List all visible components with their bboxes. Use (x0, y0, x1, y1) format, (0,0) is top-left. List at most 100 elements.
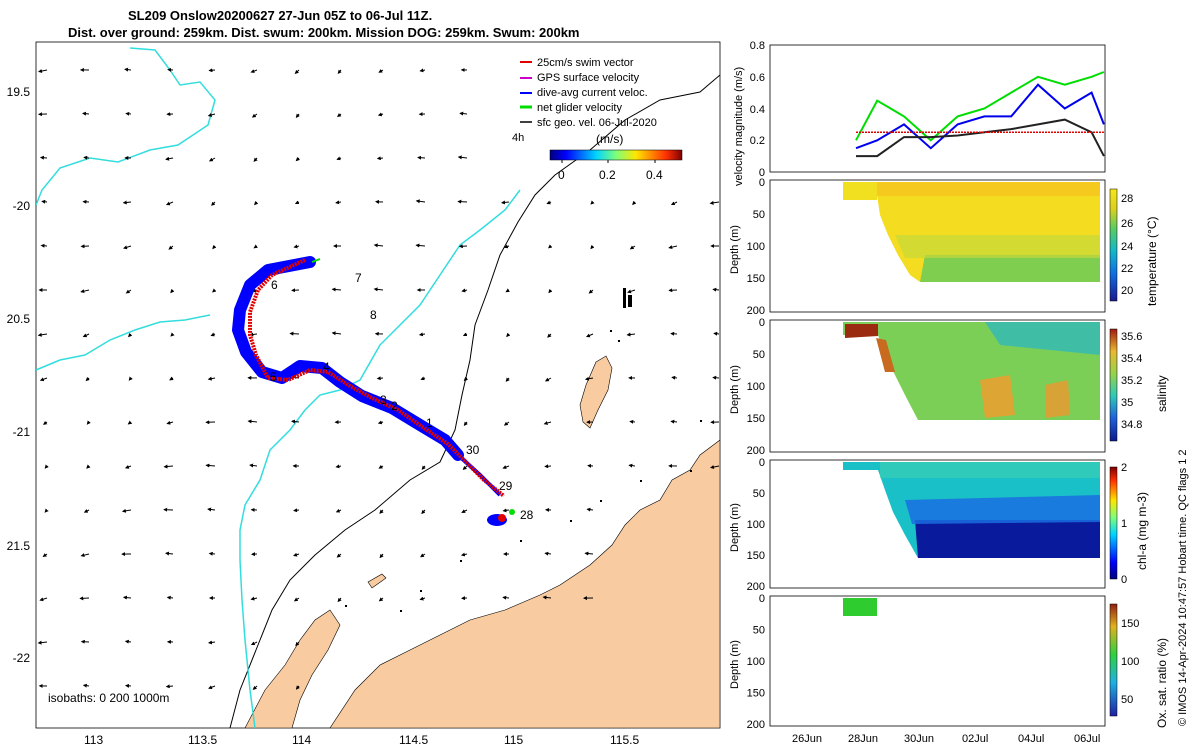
colorbar-tick: 0 (558, 168, 565, 182)
velocity-arrow (421, 509, 426, 515)
depth-tick: 150 (747, 550, 765, 562)
velocity-arrow (377, 420, 384, 425)
velocity-arrow (463, 421, 468, 426)
scale-label: 4h (512, 132, 524, 144)
velocity-arrow (668, 245, 678, 250)
map-y-tick: -20 (13, 199, 31, 213)
velocity-arrow (584, 551, 594, 556)
salinity-cb-ticks: 34.8 35 35.2 35.4 35.6 (1121, 331, 1142, 431)
velocity-arrow (463, 376, 468, 382)
velocity-arrow (82, 111, 90, 116)
time-x-tick: 26Jun (792, 733, 822, 745)
map-y-tick: 21.5 (7, 539, 31, 553)
temperature-panel: 20 22 24 26 28 temperature (°C) (769, 179, 1159, 313)
velocity-arrow (289, 331, 300, 336)
legend-label: dive-avg current veloc. (537, 87, 648, 99)
velocity-arrow (210, 332, 216, 337)
velocity-arrow (208, 68, 216, 73)
velocity-series (855, 71, 1105, 158)
velocity-arrow (418, 332, 426, 337)
velocity-arrow (584, 376, 594, 381)
temperature-mid-band (895, 235, 1100, 258)
cb-tick: 24 (1121, 241, 1133, 253)
velocity-arrow (170, 332, 175, 337)
velocity-arrow (254, 200, 259, 206)
velocity-arrow (205, 463, 216, 468)
isobaths-label: isobaths: 0 200 1000m (48, 691, 169, 705)
map-y-ticks: 19.5 -20 20.5 -21 21.5 -22 (7, 85, 31, 665)
velocity-arrow (419, 596, 426, 601)
velocity-arrow (253, 244, 258, 249)
velocity-arrow (165, 201, 174, 206)
map-x-tick: 114.5 (399, 733, 428, 747)
velocity-arrow (250, 69, 258, 73)
velocity-arrow (420, 553, 426, 558)
figure-title-line1: SL209 Onslow20200627 27-Jun 05Z to 06-Ju… (128, 8, 433, 23)
velocity-arrow (41, 199, 48, 204)
cb-tick: 22 (1121, 263, 1133, 275)
salinity-salty-shelf (845, 324, 878, 338)
cb-tick: 35 (1121, 397, 1133, 409)
map-y-tick: 20.5 (7, 312, 31, 326)
velocity-arrow (544, 377, 552, 382)
depth-tick: 0 (759, 177, 765, 189)
velocity-arrow (125, 289, 132, 294)
velocity-arrow (291, 419, 300, 424)
velocity-arrow (207, 112, 216, 117)
salinity-colorbar (1109, 328, 1118, 442)
chla-panel: 0 1 2 chl-a (mg m-3) (769, 459, 1149, 589)
velocity-arrow (251, 113, 258, 118)
time-x-tick: 28Jun (848, 733, 878, 745)
velocity-series-line (855, 83, 1105, 150)
velocity-arrow (712, 287, 720, 292)
depth-tick: 150 (747, 413, 765, 425)
velocity-arrow (503, 421, 510, 426)
land-small-island (367, 573, 387, 589)
velocity-arrow (502, 595, 510, 600)
velocity-arrow (415, 243, 426, 248)
day-label: 8 (370, 308, 377, 322)
velocity-arrow (122, 595, 132, 600)
isobath-1000m-c (36, 314, 211, 371)
time-x-tick: 30Jun (904, 733, 934, 745)
velocity-arrow (42, 420, 48, 425)
cb-tick: 34.8 (1121, 419, 1142, 431)
depth-tick: 150 (747, 688, 765, 700)
velocity-arrow (37, 332, 48, 337)
cb-tick: 35.4 (1121, 353, 1142, 365)
velocity-arrow (461, 288, 468, 293)
cb-tick: 50 (1121, 694, 1133, 706)
velocity-arrow (543, 421, 552, 425)
velocity-arrow (457, 155, 468, 160)
velocity-arrow (293, 508, 300, 513)
colorbar-tick: 0.2 (599, 168, 616, 182)
velocity-arrow (211, 201, 216, 206)
velocity-panel: 0 0.2 0.4 0.6 0.8 velocity magnitude (m/… (733, 40, 1106, 186)
velocity-arrow (166, 595, 174, 600)
net-glider-track (311, 258, 321, 263)
velocity-arrow (293, 552, 300, 557)
velocity-arrow (420, 376, 426, 381)
chla-colorbar (1109, 466, 1118, 580)
depth-tick: 0 (759, 593, 765, 605)
depth-tick: 200 (747, 305, 765, 317)
velocity-arrow (335, 508, 342, 513)
time-x-ticks: 26Jun 28Jun 30Jun 02Jul 04Jul 06Jul (792, 733, 1100, 745)
velocity-arrow (590, 244, 595, 250)
depth-tick: 100 (747, 519, 765, 531)
temperature-cool-bottom (920, 255, 1100, 282)
salinity-patch-2 (1045, 380, 1070, 418)
land-island (579, 355, 613, 429)
velocity-arrow (462, 332, 468, 337)
velocity-arrow (125, 111, 132, 116)
velocity-arrow (547, 333, 552, 338)
velocity-arrow (294, 200, 300, 205)
oxygen-colorbar (1109, 603, 1118, 717)
dive-avg-current-track (232, 256, 464, 461)
time-x-tick: 04Jul (1018, 733, 1044, 745)
velocity-arrow (212, 244, 217, 250)
velocity-arrow (548, 288, 553, 294)
velocity-arrow (373, 243, 384, 248)
velocity-arrow (590, 200, 595, 205)
depth-tick: 200 (747, 445, 765, 457)
